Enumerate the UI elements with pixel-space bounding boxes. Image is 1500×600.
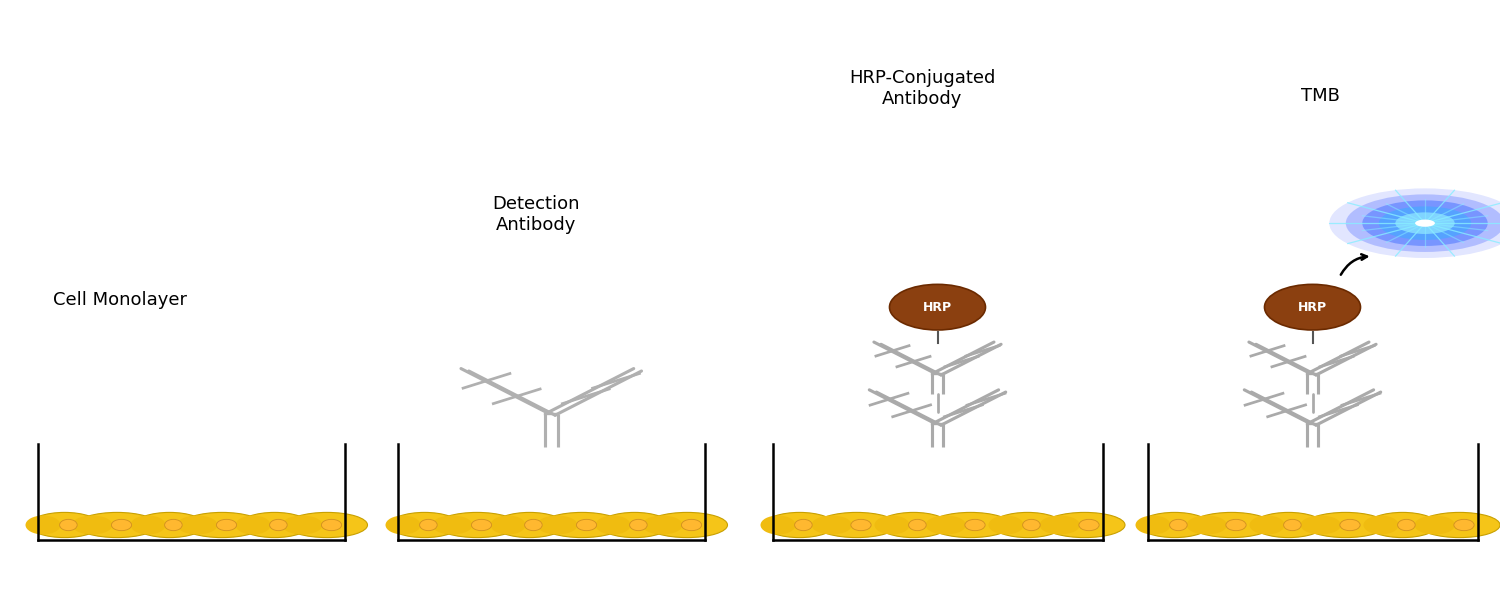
Ellipse shape <box>321 520 342 530</box>
Text: TMB: TMB <box>1300 87 1340 105</box>
Ellipse shape <box>1395 212 1455 234</box>
Ellipse shape <box>874 515 909 535</box>
Ellipse shape <box>1044 512 1125 538</box>
Ellipse shape <box>1414 220 1436 227</box>
Ellipse shape <box>420 520 436 530</box>
Ellipse shape <box>850 520 871 530</box>
Ellipse shape <box>630 520 646 530</box>
Ellipse shape <box>471 520 492 530</box>
Ellipse shape <box>879 512 948 538</box>
Ellipse shape <box>812 515 852 535</box>
Ellipse shape <box>130 515 165 535</box>
Ellipse shape <box>1378 206 1472 240</box>
Ellipse shape <box>30 512 99 538</box>
Ellipse shape <box>76 512 158 538</box>
Ellipse shape <box>525 520 542 530</box>
Text: HRP: HRP <box>1298 301 1328 314</box>
Ellipse shape <box>1284 520 1300 530</box>
Text: HRP: HRP <box>922 301 952 314</box>
Ellipse shape <box>432 515 472 535</box>
Ellipse shape <box>165 520 182 530</box>
Ellipse shape <box>390 512 459 538</box>
Ellipse shape <box>646 512 728 538</box>
Ellipse shape <box>930 512 1011 538</box>
Text: Cell Monolayer: Cell Monolayer <box>53 291 186 309</box>
Ellipse shape <box>760 515 795 535</box>
Ellipse shape <box>596 515 630 535</box>
Ellipse shape <box>964 520 986 530</box>
Ellipse shape <box>490 515 525 535</box>
Ellipse shape <box>1305 512 1386 538</box>
Ellipse shape <box>795 520 812 530</box>
Ellipse shape <box>1340 520 1360 530</box>
Ellipse shape <box>765 512 834 538</box>
Ellipse shape <box>1346 194 1500 252</box>
Ellipse shape <box>111 520 132 530</box>
Ellipse shape <box>1454 520 1474 530</box>
Ellipse shape <box>1419 512 1500 538</box>
Text: Detection
Antibody: Detection Antibody <box>492 195 580 234</box>
Ellipse shape <box>60 520 76 530</box>
Ellipse shape <box>642 515 682 535</box>
Ellipse shape <box>135 512 204 538</box>
Text: HRP-Conjugated
Antibody: HRP-Conjugated Antibody <box>849 69 996 108</box>
Ellipse shape <box>386 515 420 535</box>
Ellipse shape <box>1040 515 1080 535</box>
Ellipse shape <box>1136 515 1170 535</box>
Ellipse shape <box>1368 512 1437 538</box>
Ellipse shape <box>1023 520 1040 530</box>
Ellipse shape <box>909 520 926 530</box>
Ellipse shape <box>1140 512 1209 538</box>
Ellipse shape <box>542 512 622 538</box>
Ellipse shape <box>72 515 112 535</box>
Ellipse shape <box>182 512 262 538</box>
Ellipse shape <box>270 520 286 530</box>
Ellipse shape <box>1191 512 1272 538</box>
Ellipse shape <box>1254 512 1323 538</box>
Ellipse shape <box>1226 520 1246 530</box>
Ellipse shape <box>890 284 986 330</box>
Ellipse shape <box>1414 515 1455 535</box>
Ellipse shape <box>282 515 322 535</box>
Ellipse shape <box>993 512 1062 538</box>
Ellipse shape <box>988 515 1023 535</box>
Ellipse shape <box>286 512 368 538</box>
Ellipse shape <box>537 515 578 535</box>
Ellipse shape <box>926 515 966 535</box>
Ellipse shape <box>216 520 237 530</box>
Ellipse shape <box>1078 520 1100 530</box>
Ellipse shape <box>26 515 60 535</box>
Ellipse shape <box>576 520 597 530</box>
Ellipse shape <box>236 515 270 535</box>
Ellipse shape <box>1300 515 1341 535</box>
Ellipse shape <box>1250 515 1284 535</box>
Ellipse shape <box>681 520 702 530</box>
Ellipse shape <box>816 512 897 538</box>
Ellipse shape <box>495 512 564 538</box>
Ellipse shape <box>240 512 309 538</box>
Ellipse shape <box>1186 515 1227 535</box>
Ellipse shape <box>1398 520 1414 530</box>
Ellipse shape <box>1329 188 1500 258</box>
Ellipse shape <box>1170 520 1186 530</box>
Ellipse shape <box>177 515 218 535</box>
Ellipse shape <box>1362 200 1488 246</box>
Ellipse shape <box>1264 284 1360 330</box>
Ellipse shape <box>436 512 517 538</box>
Ellipse shape <box>1364 515 1398 535</box>
Ellipse shape <box>600 512 669 538</box>
